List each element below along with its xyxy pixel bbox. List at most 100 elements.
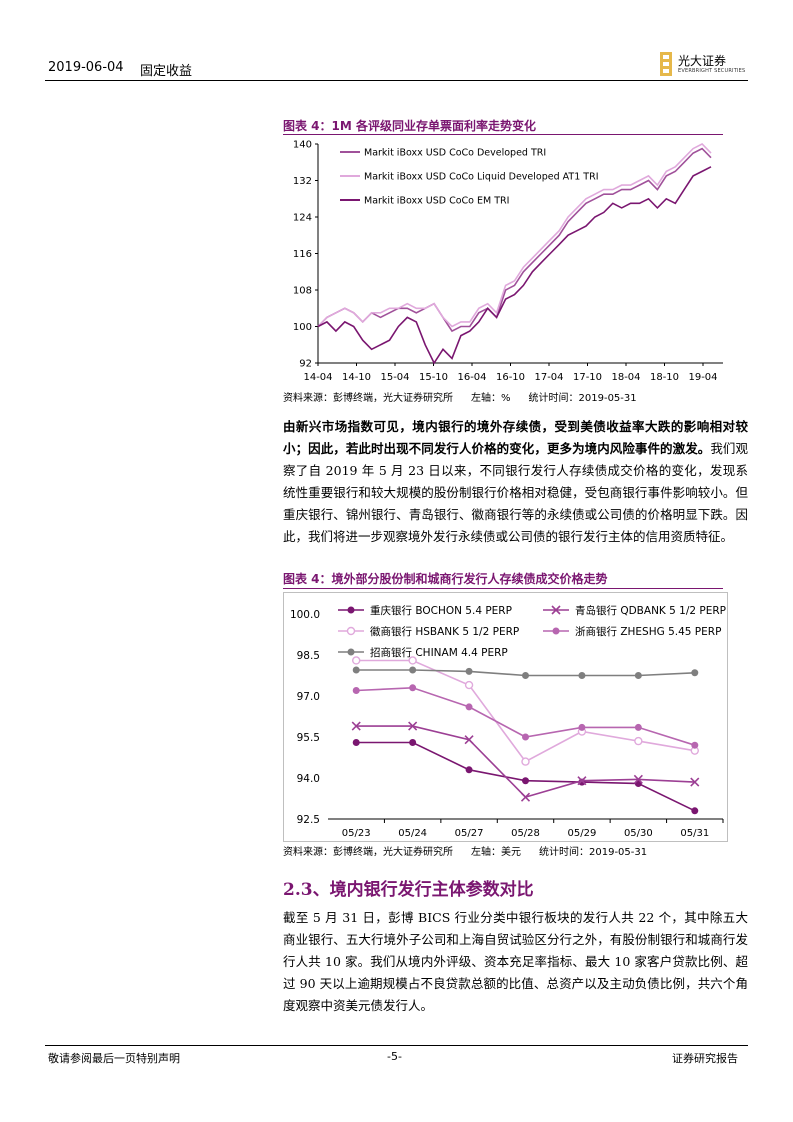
figure1-source: 资料来源：彭博终端，光大证券研究所 左轴：% 统计时间：2019-05-31 [283,389,655,404]
figure1-source-text: 资料来源：彭博终端，光大证券研究所 [283,393,453,404]
figure2-title-rule [283,588,723,589]
data-point [634,672,642,679]
y-tick-label: 124 [293,213,312,224]
footer-report-type: 证券研究报告 [672,1052,738,1065]
y-tick-label: 108 [293,286,312,297]
y-tick-label: 98.5 [297,650,320,662]
legend-label: Markit iBoxx USD CoCo Developed TRI [364,148,546,159]
data-point [352,738,360,746]
data-point [464,680,474,690]
figure1-title: 图表 4：1M 各评级同业存单票面利率走势变化 [283,119,536,133]
data-point [690,777,700,787]
x-tick-label: 17-10 [573,372,602,383]
x-tick-label: 05/31 [680,828,709,839]
legend-label: 浙商银行 ZHESHG 5.45 PERP [575,625,721,638]
x-tick-label: 05/28 [511,828,540,839]
legend-label: 招商银行 CHINAM 4.4 PERP [370,646,508,659]
data-point [522,777,529,785]
data-point [408,656,417,665]
data-point [408,721,418,731]
legend-label: 徽商银行 HSBANK 5 1/2 PERP [370,625,519,638]
figure2-chart: 100.0 98.5 97.0 95.5 94.0 92.5 05/23 05/24 05/27… [283,592,728,842]
data-point [346,626,356,636]
figure2-source: 资料来源：彭博终端，光大证券研究所 左轴：美元 统计时间：2019-05-31 [283,843,665,858]
figure1-title-rule [283,134,723,135]
y-tick-label: 97.0 [297,691,320,703]
figure2-title: 图表 4：境外部分股份制和城商行发行人存续债成交价格走势 [283,572,608,586]
body-paragraph-1: 由新兴市场指数可见，境内银行的境外存续债，受到美债收益率大跌的影响相对较小；因此… [283,416,748,548]
logo-icon [660,52,672,76]
x-tick-label: 18-10 [650,372,679,383]
y-tick-label: 92.5 [297,814,320,826]
section-heading: 2.3、境内银行发行主体参数对比 [283,880,534,900]
data-point [634,723,642,731]
data-point [552,627,560,635]
y-tick-label: 100 [293,322,312,333]
x-tick-label: 17-04 [534,372,563,383]
data-point [691,807,699,815]
data-point [522,672,529,679]
x-tick-label: 05/24 [398,828,427,839]
data-point [578,723,586,731]
data-point [551,605,561,615]
data-point [691,741,699,749]
data-point [465,766,473,774]
chart-border [283,592,728,842]
paragraph1-bold: 由新兴市场指数可见，境内银行的境外存续债，受到美债收益率大跌的影响相对较小；因此… [283,419,748,456]
legend-label: Markit iBoxx USD CoCo EM TRI [364,196,509,207]
x-tick-label: 15-10 [419,372,448,383]
data-point [465,667,473,675]
series-line [317,147,712,333]
y-tick-label: 95.5 [297,732,320,744]
x-tick-label: 18-04 [611,372,640,383]
data-point [352,656,361,665]
data-point [409,684,417,692]
data-point [351,721,361,731]
x-tick-label: 14-10 [342,372,371,383]
x-tick-label: 05/27 [455,828,484,839]
body-paragraph-2: 截至 5 月 31 日，彭博 BICS 行业分类中银行板块的发行人共 22 个，… [283,910,748,1013]
figure2-source-text: 资料来源：彭博终端，光大证券研究所 [283,847,453,858]
x-tick-label: 14-04 [303,372,332,383]
legend-label: Markit iBoxx USD CoCo Liquid Developed A… [364,172,599,183]
data-point [577,776,587,786]
header-rule [45,80,748,81]
x-tick-label: 05/23 [342,828,371,839]
series-line [317,166,712,365]
paragraph1-normal: 我们观察了自 2019 年 5 月 23 日以来，不同银行发行人存续债成交价格的… [283,441,748,544]
data-point [634,736,643,746]
legend-label: 重庆银行 BOCHON 5.4 PERP [370,604,512,617]
x-tick-label: 15-04 [380,372,409,383]
header-date: 2019-06-04 [48,60,124,75]
data-point [409,666,417,674]
data-point [352,666,360,674]
x-tick-label: 05/30 [624,828,653,839]
data-point [522,733,529,741]
data-point [347,648,355,656]
x-tick-label: 16-04 [457,372,486,383]
data-point [409,738,417,746]
data-point [578,672,586,679]
company-logo: 光大证券 EVERBRIGHT SECURITIES [660,50,750,80]
logo-text-en: EVERBRIGHT SECURITIES [678,68,746,74]
data-point [521,757,530,766]
logo-text-cn: 光大证券 [678,54,727,68]
x-tick-label: 16-10 [496,372,525,383]
legend-label: 青岛银行 QDBANK 5 1/2 PERP [575,604,726,617]
footer-page-number: -5- [387,1050,402,1063]
figure1-stat-time: 统计时间：2019-05-31 [528,393,637,404]
y-tick-label: 92 [299,359,312,370]
y-tick-label: 100.0 [290,609,320,621]
figure2-stat-time: 统计时间：2019-05-31 [539,847,648,858]
header-section: 固定收益 [140,64,193,79]
data-point [464,735,474,745]
figure1-chart: 140 132 124 116 108 100 92 14-04 14-10 15-04 15-10… [293,140,723,383]
y-tick-label: 132 [293,176,312,187]
data-point [347,606,355,614]
footer-disclaimer: 敬请参阅最后一页特别声明 [48,1052,180,1065]
x-tick-label: 19-04 [688,372,717,383]
data-point [352,687,360,695]
data-point [691,669,699,677]
figure1-axis-unit: 左轴：% [471,393,511,404]
series-line [317,143,712,328]
